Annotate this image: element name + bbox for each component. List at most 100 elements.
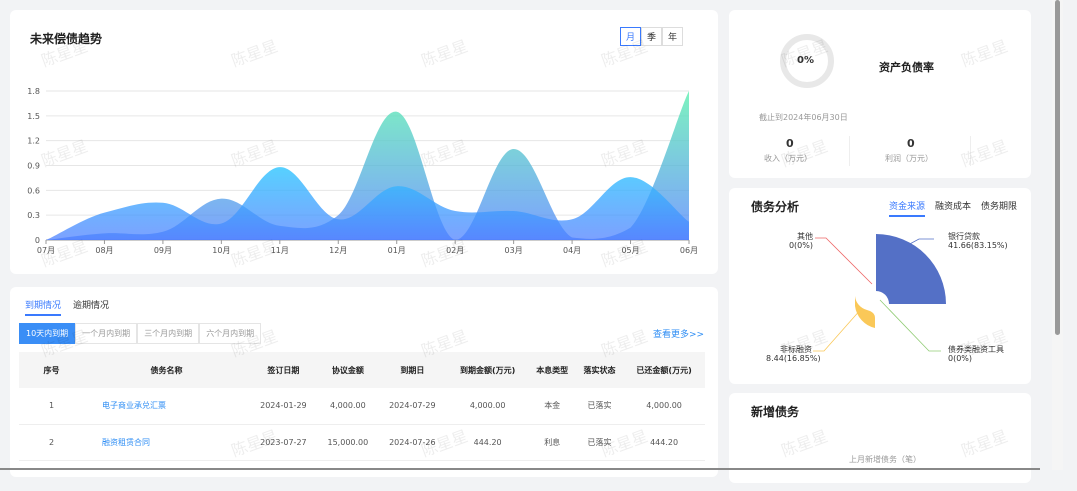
x-tick-label: 02月 — [446, 246, 464, 255]
table-cell: 4,000.00 — [623, 388, 705, 425]
col-header: 债务名称 — [84, 352, 249, 388]
y-tick-label: 1.8 — [27, 87, 40, 96]
due-card: 到期情况 逾期情况 10天内到期 一个月内到期 三个月内到期 六个月内到期 查看… — [10, 287, 718, 477]
table-cell: 2024-07-26 — [377, 424, 447, 461]
table-cell: 444.20 — [623, 424, 705, 461]
range-3m[interactable]: 三个月内到期 — [137, 323, 200, 344]
x-tick-label: 04月 — [563, 246, 581, 255]
label-bond: 债券类融资工具 0(0%) — [948, 345, 1004, 363]
analysis-card: 债务分析 资金来源 融资成本 债务期限 银行贷款 41.66(83.15%) 债券… — [729, 188, 1031, 384]
table-cell: 4,000.00 — [446, 388, 529, 425]
leader-nonstandard — [813, 307, 863, 352]
trend-card: 未来偿债趋势 月 季 年 0 0.3 0.6 0.9 1.2 1.5 1.8 07月 08月 09… — [10, 10, 718, 274]
trend-chart: 0 0.3 0.6 0.9 1.2 1.5 1.8 07月 08月 09月 10月 11月 12月 01月… — [27, 87, 698, 255]
ratio-value: 0% — [797, 55, 814, 66]
period-year[interactable]: 年 — [662, 27, 684, 46]
table-row: 1 电子商业承兑汇票 2024-01-29 4,000.00 2024-07-29 4,0… — [19, 388, 705, 425]
period-month[interactable]: 月 — [620, 27, 642, 46]
analysis-title: 债务分析 — [751, 200, 800, 214]
label-bank-loan: 银行贷款 41.66(83.15%) — [948, 232, 1008, 250]
divider — [970, 136, 971, 166]
table-cell: 1 — [19, 388, 84, 425]
rose-chart — [813, 234, 946, 352]
x-tick-label: 03月 — [505, 246, 523, 255]
income-label: 收入（万元） — [764, 154, 812, 163]
range-10d[interactable]: 10天内到期 — [19, 323, 76, 344]
x-tick-label: 07月 — [37, 246, 55, 255]
vertical-scrollbar[interactable] — [1052, 0, 1063, 470]
income-value: 0 — [786, 137, 794, 150]
debt-name-link[interactable]: 融资租赁合同 — [84, 424, 249, 461]
y-tick-label: 1.5 — [27, 112, 40, 121]
area-series-0 — [46, 91, 689, 240]
x-tick-label: 09月 — [154, 246, 172, 255]
ratio-title: 资产负债率 — [879, 61, 934, 74]
table-cell: 已落实 — [575, 388, 624, 425]
divider — [849, 136, 850, 166]
col-header: 本息类型 — [528, 352, 576, 388]
table-header: 序号 债务名称 签订日期 协议金额 到期日 到期金额(万元) 本息类型 落实状态… — [19, 352, 705, 388]
col-header: 到期金额(万元) — [446, 352, 529, 388]
table-cell: 已落实 — [575, 424, 624, 461]
label-other: 其他 0(0%) — [788, 232, 813, 250]
x-tick-label: 05月 — [621, 246, 639, 255]
due-tabs: 到期情况 逾期情况 — [25, 298, 109, 316]
tab-debt-term[interactable]: 债务期限 — [981, 202, 1018, 212]
col-header: 到期日 — [377, 352, 447, 388]
x-tick-label: 06月 — [680, 246, 698, 255]
table-cell: 2024-01-29 — [249, 388, 318, 425]
col-header: 协议金额 — [317, 352, 378, 388]
range-buttons: 10天内到期 一个月内到期 三个月内到期 六个月内到期 — [19, 323, 262, 344]
table-cell: 2023-07-27 — [249, 424, 318, 461]
tab-overdue[interactable]: 逾期情况 — [73, 301, 110, 311]
horizontal-scrollbar[interactable] — [0, 468, 1040, 470]
table-row: 2 融资租赁合同 2023-07-27 15,000.00 2024-07-26 444.… — [19, 424, 705, 461]
x-tick-label: 01月 — [388, 246, 406, 255]
y-tick-label: 0.6 — [27, 186, 40, 195]
debt-name-link[interactable]: 电子商业承兑汇票 — [84, 388, 249, 425]
range-1m[interactable]: 一个月内到期 — [75, 323, 138, 344]
table-cell: 444.20 — [446, 424, 529, 461]
label-nonstandard: 非标融资 8.44(16.85%) — [766, 345, 821, 363]
leader-bank — [905, 238, 934, 247]
table-cell: 2024-07-29 — [377, 388, 447, 425]
leader-other — [815, 237, 873, 285]
profit-value: 0 — [907, 137, 915, 150]
tab-due[interactable]: 到期情况 — [25, 298, 62, 316]
tab-fund-source[interactable]: 资金来源 — [889, 199, 926, 217]
due-table: 序号 债务名称 签订日期 协议金额 到期日 到期金额(万元) 本息类型 落实状态… — [19, 352, 705, 461]
profit-label: 利润（万元） — [885, 154, 933, 163]
table-cell: 15,000.00 — [317, 424, 378, 461]
table-cell: 本金 — [528, 388, 576, 425]
period-switch: 月 季 年 — [620, 27, 684, 46]
scrollbar-thumb[interactable] — [1055, 0, 1060, 335]
as-of-date: 截止到2024年06月30日 — [759, 113, 848, 122]
x-tick-label: 11月 — [271, 246, 289, 255]
slice-nonstandard — [855, 296, 875, 328]
tab-financing-cost[interactable]: 融资成本 — [935, 202, 972, 212]
new-debt-title: 新增债务 — [751, 405, 800, 419]
slice-bank-loan — [876, 234, 946, 304]
col-header: 序号 — [19, 352, 84, 388]
y-tick-label: 1.2 — [27, 137, 40, 146]
ratio-ring — [780, 34, 834, 88]
y-tick-label: 0.9 — [27, 162, 40, 171]
y-tick-label: 0 — [35, 236, 40, 245]
analysis-tabs: 资金来源 融资成本 债务期限 — [889, 199, 1017, 217]
range-6m[interactable]: 六个月内到期 — [199, 323, 262, 344]
y-tick-label: 0.3 — [27, 211, 40, 220]
x-tick-label: 12月 — [329, 246, 347, 255]
x-tick-label: 10月 — [212, 246, 230, 255]
col-header: 落实状态 — [575, 352, 624, 388]
table-cell: 2 — [19, 424, 84, 461]
table-cell: 利息 — [528, 424, 576, 461]
area-series-1 — [46, 167, 689, 240]
leader-bond — [879, 299, 941, 352]
period-quarter[interactable]: 季 — [641, 27, 663, 46]
table-cell: 4,000.00 — [317, 388, 378, 425]
trend-title: 未来偿债趋势 — [30, 32, 103, 46]
view-more-link[interactable]: 查看更多>> — [653, 330, 705, 340]
last-month-label: 上月新增债务（笔） — [849, 455, 921, 464]
x-tick-label: 08月 — [95, 246, 113, 255]
col-header: 签订日期 — [249, 352, 318, 388]
